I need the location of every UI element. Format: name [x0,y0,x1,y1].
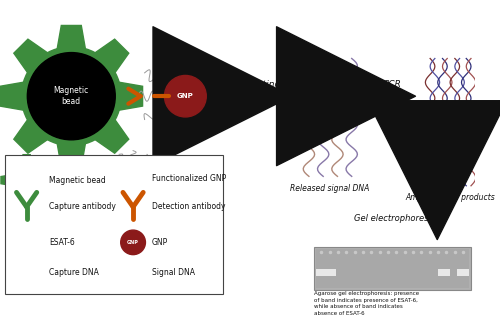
Polygon shape [32,173,52,187]
Circle shape [164,75,206,117]
Text: Amplified PCR products: Amplified PCR products [406,193,496,202]
Polygon shape [14,39,76,100]
Polygon shape [1,173,21,187]
Circle shape [120,230,146,255]
Text: Functionalized GNP: Functionalized GNP [152,174,226,183]
Text: PCR: PCR [384,80,402,89]
FancyBboxPatch shape [325,269,336,276]
FancyBboxPatch shape [314,247,470,289]
Text: Capture DNA: Capture DNA [50,268,100,277]
Circle shape [22,47,121,146]
FancyBboxPatch shape [5,155,224,294]
FancyBboxPatch shape [438,269,450,276]
Text: Agarose gel electrophoresis: presence
of band indicates presence of ESAT-6,
whil: Agarose gel electrophoresis: presence of… [314,291,419,316]
Text: GNP: GNP [127,240,139,245]
Text: ESAT-6: ESAT-6 [50,238,75,247]
FancyBboxPatch shape [457,269,468,276]
Polygon shape [20,185,34,206]
Polygon shape [6,159,28,182]
Text: Magnetic
bead: Magnetic bead [54,87,89,106]
Polygon shape [86,76,142,116]
Polygon shape [6,179,28,201]
Polygon shape [68,92,129,153]
Text: Gel electrophoresis: Gel electrophoresis [354,214,435,223]
Text: Released signal DNA: Released signal DNA [290,184,370,193]
Text: Magnetic
bead: Magnetic bead [16,175,38,185]
Text: GNP: GNP [152,238,168,247]
Polygon shape [52,25,92,82]
Text: Detection antibody: Detection antibody [152,202,226,211]
Text: Capture antibody: Capture antibody [50,202,116,211]
Text: Signal DNA: Signal DNA [152,268,195,277]
Polygon shape [14,92,76,153]
FancyBboxPatch shape [316,269,327,276]
Circle shape [120,166,146,191]
Circle shape [8,162,44,198]
FancyBboxPatch shape [316,249,468,288]
Text: Heating: Heating [246,80,281,89]
Ellipse shape [28,53,116,140]
Polygon shape [25,159,48,182]
Polygon shape [25,179,48,201]
Polygon shape [68,39,129,100]
Polygon shape [20,155,34,175]
Text: GNP: GNP [127,176,139,181]
Text: GNP: GNP [177,93,194,99]
Polygon shape [52,110,92,167]
Text: Magnetic bead: Magnetic bead [50,176,106,184]
Ellipse shape [11,165,42,196]
Polygon shape [0,76,57,116]
